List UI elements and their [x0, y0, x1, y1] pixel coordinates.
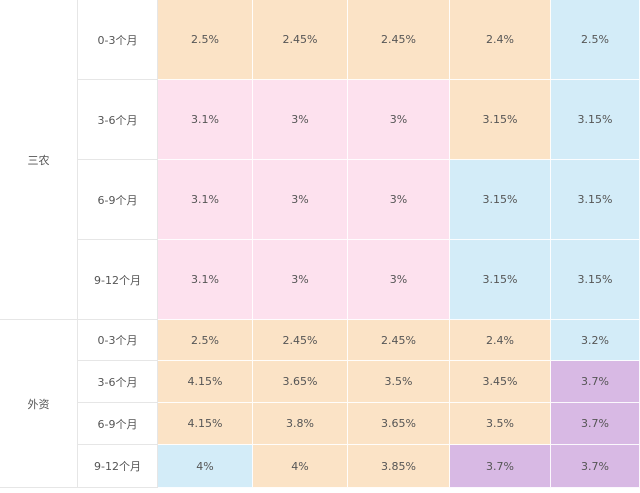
period-label: 0-3个月	[78, 320, 158, 361]
rate-cell: 2.45%	[253, 0, 348, 80]
rate-cell: 3.2%	[551, 320, 640, 361]
period-label: 3-6个月	[78, 361, 158, 403]
rate-cell: 3%	[253, 160, 348, 240]
rate-cell: 3%	[253, 80, 348, 160]
rate-cell: 3%	[348, 80, 450, 160]
rate-cell: 2.5%	[158, 320, 253, 361]
rate-cell: 3.15%	[551, 80, 640, 160]
rate-cell: 3.1%	[158, 160, 253, 240]
period-label: 6-9个月	[78, 160, 158, 240]
rate-cell: 3.15%	[450, 80, 551, 160]
rate-cell: 4.15%	[158, 403, 253, 445]
rate-cell: 3.15%	[551, 160, 640, 240]
rate-cell: 3.1%	[158, 240, 253, 320]
rate-cell: 4%	[158, 445, 253, 488]
group-label-waizi: 外资	[0, 320, 78, 488]
period-label: 0-3个月	[78, 0, 158, 80]
group-label-sannong: 三农	[0, 0, 78, 320]
rate-cell: 3.15%	[450, 240, 551, 320]
rate-cell: 2.45%	[348, 320, 450, 361]
rate-cell: 3.7%	[551, 361, 640, 403]
rate-cell: 3.85%	[348, 445, 450, 488]
rate-cell: 3.65%	[253, 361, 348, 403]
rate-cell: 2.5%	[551, 0, 640, 80]
period-label: 3-6个月	[78, 80, 158, 160]
table-bottom-edge	[0, 488, 640, 493]
rate-cell: 3.15%	[450, 160, 551, 240]
rate-cell: 3.7%	[551, 445, 640, 488]
rate-cell: 2.4%	[450, 0, 551, 80]
rate-cell: 4%	[253, 445, 348, 488]
rate-cell: 2.4%	[450, 320, 551, 361]
period-label: 6-9个月	[78, 403, 158, 445]
rate-cell: 3.45%	[450, 361, 551, 403]
rate-cell: 3.5%	[450, 403, 551, 445]
rate-cell: 3.1%	[158, 80, 253, 160]
period-label: 9-12个月	[78, 240, 158, 320]
period-label: 9-12个月	[78, 445, 158, 488]
rate-cell: 3.7%	[551, 403, 640, 445]
rate-cell: 2.5%	[158, 0, 253, 80]
rate-cell: 3.5%	[348, 361, 450, 403]
rate-cell: 2.45%	[253, 320, 348, 361]
rate-cell: 3%	[253, 240, 348, 320]
rate-cell: 3.15%	[551, 240, 640, 320]
rate-cell: 3.7%	[450, 445, 551, 488]
rate-cell: 4.15%	[158, 361, 253, 403]
rate-cell: 3%	[348, 160, 450, 240]
rate-cell: 3%	[348, 240, 450, 320]
rate-cell: 3.8%	[253, 403, 348, 445]
rate-cell: 2.45%	[348, 0, 450, 80]
rate-cell: 3.65%	[348, 403, 450, 445]
